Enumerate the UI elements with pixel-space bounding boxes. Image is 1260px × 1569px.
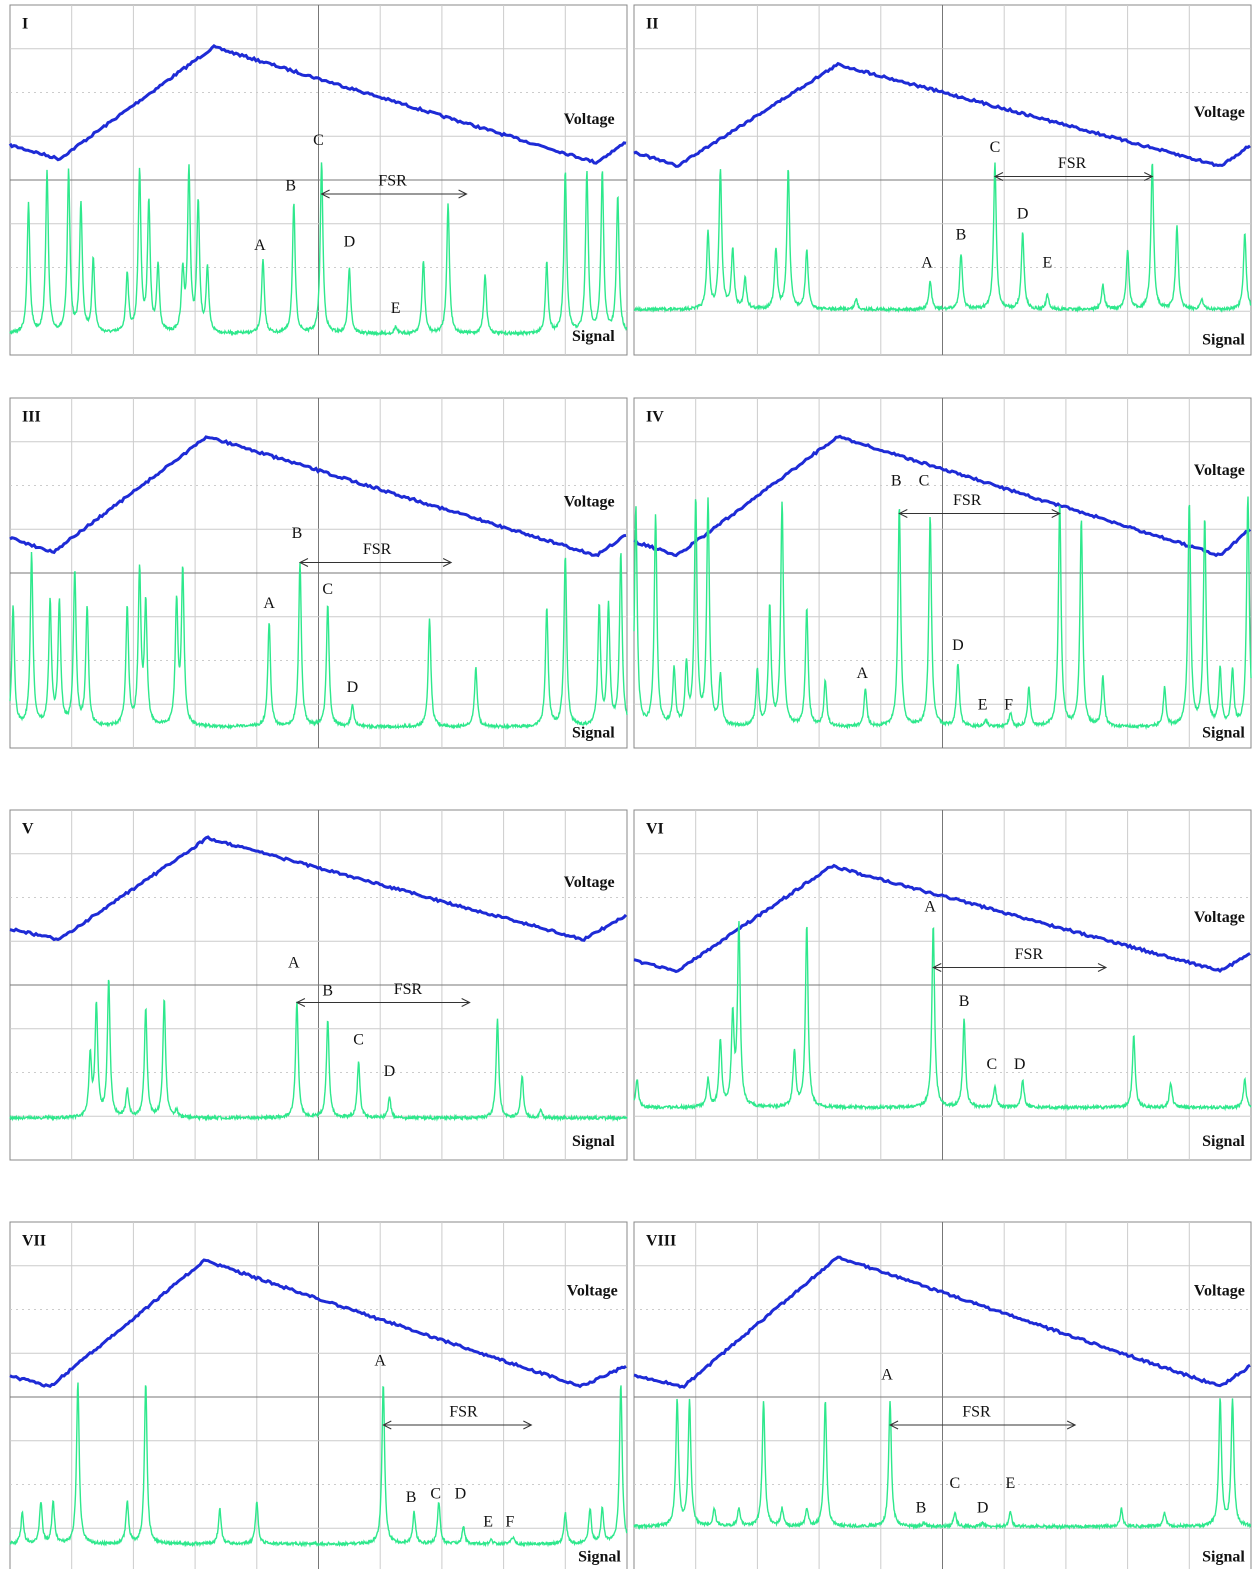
peak-label: A bbox=[374, 1353, 386, 1370]
panel-label: VII bbox=[22, 1233, 46, 1250]
peak-label: C bbox=[322, 581, 333, 598]
panel-label: V bbox=[22, 821, 34, 838]
panel-label: III bbox=[22, 409, 41, 426]
peak-label: B bbox=[956, 227, 967, 244]
voltage-label: Voltage bbox=[564, 874, 615, 891]
peak-label: E bbox=[1042, 255, 1052, 272]
peak-label: C bbox=[990, 139, 1001, 156]
signal-label: Signal bbox=[1202, 1549, 1245, 1566]
peak-label: A bbox=[263, 595, 275, 612]
voltage-label: Voltage bbox=[567, 1283, 618, 1300]
voltage-label: Voltage bbox=[564, 494, 615, 511]
fsr-label: FSR bbox=[962, 1404, 991, 1421]
signal-label: Signal bbox=[1202, 1133, 1245, 1150]
fsr-label: FSR bbox=[394, 981, 423, 998]
panel-label: VIII bbox=[646, 1233, 676, 1250]
peak-label: D bbox=[952, 637, 964, 654]
peak-label: A bbox=[924, 899, 936, 916]
voltage-label: Voltage bbox=[1194, 909, 1245, 926]
fsr-label: FSR bbox=[449, 1404, 478, 1421]
signal-label: Signal bbox=[572, 725, 615, 742]
figure: IVoltageSignalABCDEFSRIIVoltageSignalABC… bbox=[0, 0, 1260, 1569]
peak-label: B bbox=[322, 983, 333, 1000]
peak-label: D bbox=[384, 1063, 396, 1080]
panel: III Voltage Signal A B C D FSR bbox=[10, 398, 627, 748]
peak-label: E bbox=[978, 697, 988, 714]
panel-label: VI bbox=[646, 821, 664, 838]
panel: I Voltage Signal A B C D E FSR bbox=[10, 5, 627, 355]
panel-label: II bbox=[646, 16, 658, 33]
peak-label: D bbox=[977, 1500, 989, 1517]
voltage-label: Voltage bbox=[1194, 104, 1245, 121]
peak-label: E bbox=[391, 300, 401, 317]
peak-label: C bbox=[353, 1032, 364, 1049]
panel: V Voltage Signal A B C D FSR bbox=[10, 810, 627, 1160]
peak-label: D bbox=[347, 679, 359, 696]
peak-label: C bbox=[987, 1056, 998, 1073]
fsr-label: FSR bbox=[1058, 155, 1087, 172]
peak-label: B bbox=[292, 525, 303, 542]
signal-label: Signal bbox=[578, 1549, 621, 1566]
peak-label: A bbox=[857, 665, 869, 682]
peak-label: C bbox=[313, 132, 324, 149]
voltage-label: Voltage bbox=[564, 111, 615, 128]
voltage-label: Voltage bbox=[1194, 1283, 1245, 1300]
fsr-label: FSR bbox=[363, 541, 392, 558]
peak-label: E bbox=[483, 1514, 493, 1531]
fsr-label: FSR bbox=[953, 492, 982, 509]
peak-label: D bbox=[455, 1486, 467, 1503]
peak-label: E bbox=[1005, 1475, 1015, 1492]
peak-label: F bbox=[505, 1514, 514, 1531]
panel-label: IV bbox=[646, 409, 664, 426]
peak-label: A bbox=[881, 1367, 893, 1384]
fsr-label: FSR bbox=[378, 173, 407, 190]
signal-label: Signal bbox=[1202, 332, 1245, 349]
panel-label: I bbox=[22, 16, 28, 33]
peak-label: C bbox=[430, 1486, 441, 1503]
signal-label: Signal bbox=[572, 1133, 615, 1150]
fsr-label: FSR bbox=[1015, 946, 1044, 963]
peak-label: B bbox=[891, 473, 902, 490]
peak-label: A bbox=[288, 955, 300, 972]
peak-label: C bbox=[950, 1475, 961, 1492]
peak-label: F bbox=[1004, 697, 1013, 714]
panel: VIII Voltage Signal A B CDE FSR bbox=[634, 1222, 1251, 1569]
peak-label: B bbox=[285, 178, 296, 195]
peak-label: D bbox=[344, 234, 356, 251]
peak-label: C bbox=[919, 473, 930, 490]
signal-label: Signal bbox=[572, 328, 615, 345]
peak-label: A bbox=[254, 237, 266, 254]
peak-label: D bbox=[1017, 206, 1029, 223]
voltage-label: Voltage bbox=[1194, 462, 1245, 479]
peak-label: B bbox=[916, 1500, 927, 1517]
peak-label: B bbox=[406, 1489, 417, 1506]
panel: II Voltage Signal A B C D E FSR bbox=[634, 5, 1251, 355]
signal-label: Signal bbox=[1202, 725, 1245, 742]
peak-label: B bbox=[959, 993, 970, 1010]
peak-label: A bbox=[921, 255, 933, 272]
peak-label: D bbox=[1014, 1056, 1026, 1073]
